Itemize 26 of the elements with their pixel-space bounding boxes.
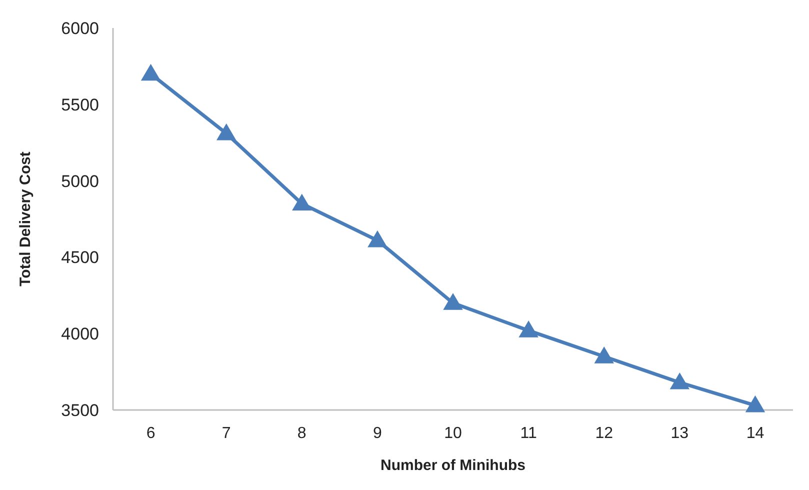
point (746, 396, 765, 412)
point (444, 294, 462, 310)
x-tick-label: 12 (595, 425, 614, 442)
y-tick-label: 4500 (61, 248, 99, 268)
point (292, 194, 312, 211)
x-tick-label: 11 (520, 425, 537, 442)
y-tick-label: 5000 (61, 172, 99, 191)
x-tick-label: 7 (222, 425, 231, 442)
x-tick-label: 13 (670, 425, 689, 442)
x-tick-label: 8 (297, 425, 306, 442)
x-axis-title: Number of Minihubs (380, 457, 526, 474)
y-axis-title: Total Delivery Cost (17, 152, 34, 286)
point (368, 230, 387, 248)
point (216, 124, 236, 140)
x-tick-label: 6 (146, 425, 156, 442)
y-tick-label: 6000 (61, 18, 99, 38)
x-tick-label: 9 (372, 425, 382, 442)
y-tick-label: 4000 (61, 324, 99, 344)
point (141, 64, 160, 81)
point (519, 321, 538, 338)
point (594, 347, 614, 364)
x-tick-label: 14 (746, 425, 764, 442)
y-tick-label: 3500 (61, 400, 99, 420)
x-tick-label: 10 (444, 425, 462, 442)
y-tick-label: 5500 (61, 95, 99, 114)
point (670, 372, 690, 390)
